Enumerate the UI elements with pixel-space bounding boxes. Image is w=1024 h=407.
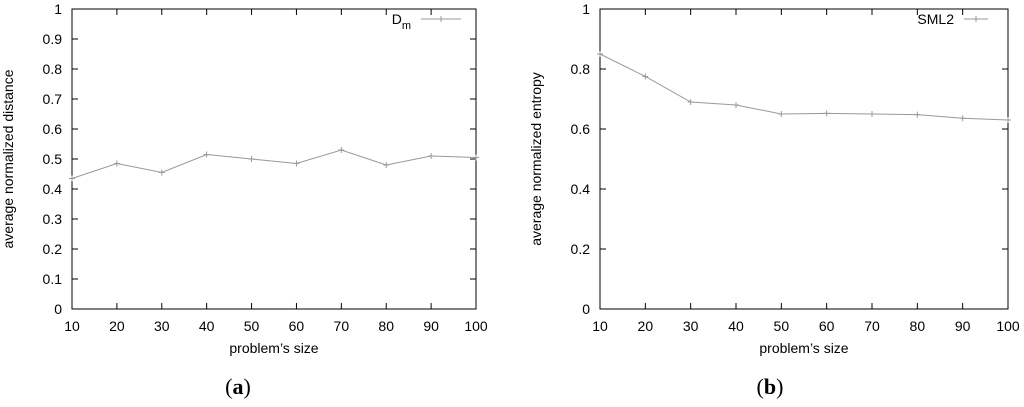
panel-a-x-tick-label: 90 <box>423 318 439 334</box>
panel-b-legend-label: SML2 <box>917 11 954 27</box>
panel-a-legend-marker <box>438 16 444 22</box>
panel-b-y-tick-label: 0.4 <box>571 181 591 197</box>
panel-a-data-point <box>473 154 479 161</box>
panel-b-legend-marker <box>973 16 979 22</box>
panel-a-y-tick-label: 0.2 <box>43 241 63 257</box>
panel-a-y-tick-label: 0.6 <box>43 121 63 137</box>
panel-b-data-point <box>778 111 785 117</box>
panel-b-caption: (b) <box>757 374 784 399</box>
panel-a-data-point <box>203 151 210 158</box>
panel-b-y-tick-label: 1 <box>582 1 590 17</box>
panel-a-chart: 0 0.1 0.2 0.3 0.4 0.5 0.6 0.7 0.8 0.9 1 10 20 30 40 50 6… <box>0 1 488 399</box>
panel-a-y-tick-label: 0.7 <box>43 91 63 107</box>
panel-a-data-point <box>338 147 345 153</box>
panel-b-data-point <box>642 73 649 80</box>
panel-b-data-point <box>597 51 603 57</box>
panel-b-x-tick-label: 100 <box>996 318 1020 334</box>
panel-b-x-tick-label: 50 <box>774 318 790 334</box>
panel-a-y-tick-label: 0.8 <box>43 61 63 77</box>
panel-a-x-tick-label: 50 <box>244 318 260 334</box>
panel-a-caption-letter: a <box>233 374 244 399</box>
panel-a-legend-name: D <box>392 11 402 27</box>
panel-a-series-line <box>71 149 477 179</box>
panel-a-x-tick-label: 80 <box>378 318 394 334</box>
panel-b-x-axis-title: problem’s size <box>759 340 848 356</box>
panel-b-data-point <box>733 102 739 108</box>
panel-a-data-point <box>69 175 75 182</box>
panel-a-x-axis-title: problem’s size <box>229 340 318 356</box>
panel-a-y-tick-label: 0.3 <box>43 211 63 227</box>
panel-b-data-point <box>1005 117 1011 123</box>
panel-a-y-tick-label: 0.9 <box>43 31 63 47</box>
panel-b-series-line <box>599 53 1009 121</box>
panel-b-y-tick-label: 0.2 <box>571 241 591 257</box>
panel-b-y-axis-title: average normalized entropy <box>528 72 544 246</box>
panel-b-data-point <box>959 115 966 122</box>
panel-b-caption-letter: b <box>764 374 776 399</box>
panel-b-data-point <box>823 110 830 117</box>
panel-a-y-axis-title: average normalized distance <box>0 69 16 248</box>
panel-a-data-point <box>383 162 390 168</box>
panel-a-data-point <box>113 160 120 167</box>
panel-b-y-tick-label: 0.6 <box>571 121 591 137</box>
panel-b-legend-name: SML2 <box>917 11 954 27</box>
panel-b-x-tick-label: 80 <box>910 318 926 334</box>
panel-b-data-point <box>869 111 875 117</box>
panel-a-x-tick-label: 20 <box>109 318 125 334</box>
panel-a-x-tick-label: 40 <box>199 318 215 334</box>
panel-b-x-tick-label: 40 <box>728 318 744 334</box>
panel-b-x-tick-label: 30 <box>683 318 699 334</box>
panel-a-data-point <box>158 169 165 176</box>
panel-a-x-tick-label: 10 <box>64 318 80 334</box>
panel-a-x-tick-label: 100 <box>464 318 488 334</box>
panel-b-x-tick-label: 70 <box>864 318 880 334</box>
panel-a-legend-label: Dm <box>392 11 411 32</box>
panel-a-y-tick-label: 0.5 <box>43 151 63 167</box>
panel-b-x-tick-label: 10 <box>592 318 608 334</box>
panel-a-data-point <box>293 160 300 167</box>
panel-a-data-point <box>428 153 435 159</box>
panel-b-x-tick-label: 90 <box>955 318 971 334</box>
panel-b-y-tick-label: 0 <box>582 301 590 317</box>
panel-a-data-point <box>248 156 255 162</box>
panel-a-x-tick-label: 70 <box>334 318 350 334</box>
panel-a-y-tick-label: 0.1 <box>43 271 63 287</box>
panel-a-y-tick-label: 0.4 <box>43 181 63 197</box>
panel-a-legend-subscript: m <box>402 20 411 32</box>
panel-b-chart: 0 0.2 0.4 0.6 0.8 1 10 20 30 40 50 60 70 80 90 100 probl… <box>528 1 1020 399</box>
panel-b-plot-frame <box>599 8 1009 310</box>
panel-a-x-tick-label: 30 <box>154 318 170 334</box>
panel-b-x-tick-label: 60 <box>819 318 835 334</box>
panel-b-y-tick-label: 0.8 <box>571 61 591 77</box>
panel-a-x-tick-label: 60 <box>289 318 305 334</box>
panel-b-data-point <box>687 99 694 105</box>
panel-a-y-tick-label: 1 <box>54 1 62 17</box>
panel-a-y-tick-label: 0 <box>54 301 62 317</box>
panel-a-caption: (a) <box>225 374 251 399</box>
panel-b-x-tick-label: 20 <box>638 318 654 334</box>
panel-b-data-point <box>914 111 921 118</box>
